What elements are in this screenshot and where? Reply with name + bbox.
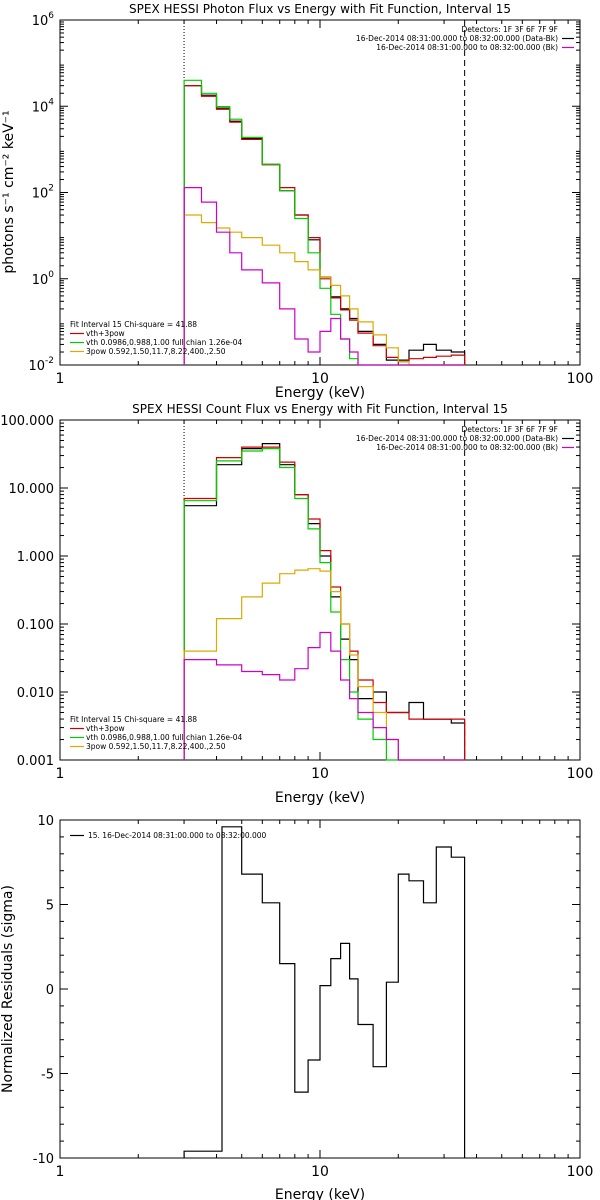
series-thermal (183, 448, 465, 761)
legend-entry-label: vth+3pow (86, 329, 125, 338)
panel-2-energy-range-markers (183, 420, 466, 760)
legend-entry-label: 16-Dec-2014 08:31:00.000 to 08:32:00.000… (356, 34, 558, 43)
panel-3-y-axis-label: Normalized Residuals (sigma) (0, 885, 16, 1093)
x-tick-label: 10 (311, 1164, 329, 1180)
series-fit-bk (183, 631, 465, 761)
y-tick-label: 1.000 (17, 550, 54, 565)
legend-entry-label: Fit Interval 15 Chi-square = 41.88 (70, 320, 197, 329)
series-residuals (183, 826, 466, 1158)
legend-entry-label: Detectors: 1F 3F 6F 7F 9F (462, 425, 558, 434)
series-nonthermal (183, 214, 465, 366)
panel-1-series (183, 79, 466, 366)
y-tick-label: -10 (33, 1152, 54, 1167)
y-tick-label: 0.001 (17, 754, 54, 769)
x-tick-label: 100 (567, 371, 594, 387)
panel-1-x-axis-label: Energy (keV) (275, 385, 365, 401)
panel-2-title: SPEX HESSI Count Flux vs Energy with Fit… (132, 402, 508, 416)
panel-1-fit-legend: Fit Interval 15 Chi-square = 41.88vth+3p… (70, 320, 243, 356)
y-tick-label: 5 (46, 899, 54, 914)
legend-entry-label: vth+3pow (86, 724, 125, 733)
x-tick-label: 100 (567, 766, 594, 782)
y-tick-label: 10.000 (9, 482, 55, 497)
legend-entry-label: vth 0.0986,0.988,1.00 full chian 1.26e-0… (86, 338, 243, 347)
legend-entry-label: 16-Dec-2014 08:31:00.000 to 08:32:00.000… (356, 434, 558, 443)
legend-entry-label: Detectors: 1F 3F 6F 7F 9F (462, 25, 558, 34)
series-data (183, 85, 466, 365)
panel-1-title: SPEX HESSI Photon Flux vs Energy with Fi… (129, 2, 511, 16)
series-data (183, 443, 466, 760)
x-tick-label: 1 (56, 1164, 65, 1180)
x-tick-label: 10 (311, 371, 329, 387)
panel-3-series (183, 826, 466, 1158)
panel-1-frame (59, 19, 581, 366)
legend-entry-label: 3pow 0.592,1.50,11.7,8.22,400.,2.50 (86, 347, 226, 356)
legend-entry-label: 15. 16-Dec-2014 08:31:00.000 to 08:32:00… (88, 831, 267, 840)
y-tick-label: 10-2 (28, 356, 54, 374)
series-fit-total (183, 85, 466, 365)
legend-entry-label: Fit Interval 15 Chi-square = 41.88 (70, 715, 197, 724)
series-fit-bk (183, 187, 465, 366)
y-tick-label: 0.010 (17, 686, 54, 701)
y-tick-label: 0 (46, 983, 54, 998)
x-tick-label: 10 (311, 766, 329, 782)
panel-1-energy-range-markers (183, 20, 466, 365)
panel-2-frame (59, 419, 581, 761)
legend-entry-label: 16-Dec-2014 08:31:00.000 to 08:32:00.000… (376, 443, 558, 452)
panel-2-x-axis-label: Energy (keV) (275, 790, 365, 806)
y-tick-label: 104 (32, 97, 55, 115)
panel-1-y-axis-label: photons s⁻¹ cm⁻² keV⁻¹ (1, 110, 17, 273)
y-tick-label: 102 (32, 184, 54, 202)
panel-3-interval-legend: 15. 16-Dec-2014 08:31:00.000 to 08:32:00… (70, 831, 267, 840)
x-tick-label: 1 (56, 371, 65, 387)
x-tick-label: 100 (567, 1164, 594, 1180)
y-tick-label: 0.100 (17, 618, 54, 633)
panel-2-axes: 1 10 100 100.000 10.000 1.000 0.100 0.010 0.001 (0, 414, 593, 782)
panel-3-x-axis-label: Energy (keV) (275, 1187, 365, 1200)
series-fit-total (183, 446, 466, 760)
y-tick-label: 100.000 (0, 414, 54, 429)
photon-flux-panel: SPEX HESSI Photon Flux vs Energy with Fi… (1, 2, 593, 401)
series-thermal (183, 79, 465, 366)
y-tick-label: 10 (37, 814, 54, 829)
count-flux-panel: SPEX HESSI Count Flux vs Energy with Fit… (0, 402, 593, 806)
panel-3-axes: 1 10 100 10 5 0 -5 -10 (33, 814, 594, 1180)
panel-2-series (183, 443, 466, 761)
y-tick-label: 106 (32, 11, 55, 29)
legend-entry-label: 3pow 0.592,1.50,11.7,8.22,400.,2.50 (86, 742, 226, 751)
panel-1-axes: 1 10 100 106 104 102 100 10-2 (28, 11, 593, 387)
panel-2-fit-legend: Fit Interval 15 Chi-square = 41.88vth+3p… (70, 715, 243, 751)
legend-entry-label: vth 0.0986,0.988,1.00 full chian 1.26e-0… (86, 733, 243, 742)
y-tick-label: 100 (32, 270, 55, 288)
y-tick-label: -5 (41, 1068, 54, 1083)
legend-entry-label: 16-Dec-2014 08:31:00.000 to 08:32:00.000… (376, 43, 558, 52)
residuals-panel: 1 10 100 10 5 0 -5 -10 Normalized Residuals (si… (0, 814, 593, 1200)
x-tick-label: 1 (56, 766, 65, 782)
